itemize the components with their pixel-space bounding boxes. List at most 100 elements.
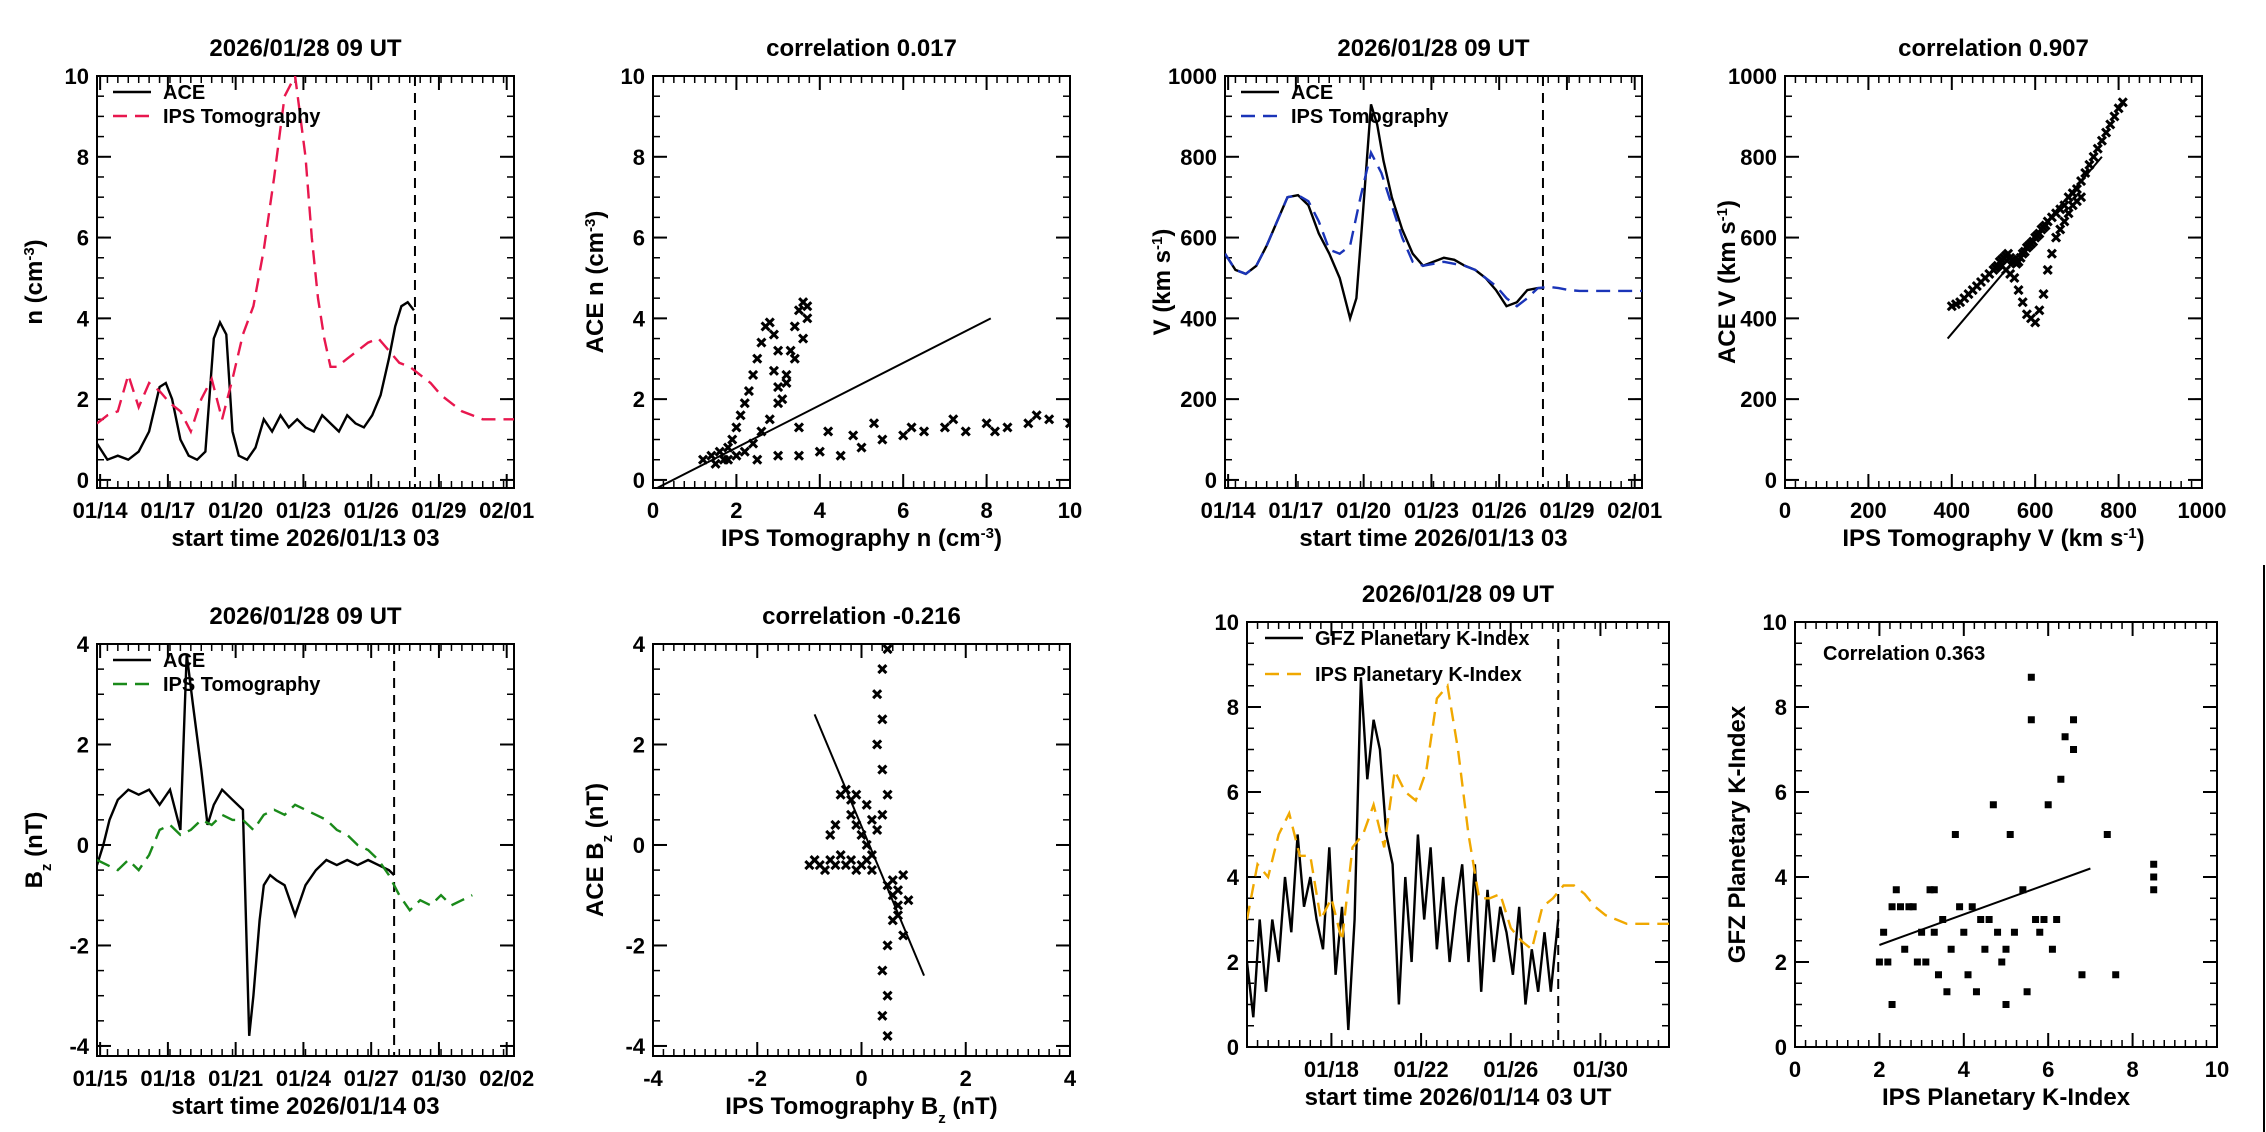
y-tick-label: 8 (1775, 695, 1787, 720)
x-tick-label: 01/27 (344, 1066, 399, 1091)
y-tick-label: 400 (1180, 306, 1217, 331)
scatter-point (2017, 297, 2028, 308)
scatter-point (739, 446, 750, 457)
y-tick-label: -4 (625, 1034, 645, 1059)
x-tick-label: 2 (1873, 1057, 1885, 1082)
scatter-point (882, 940, 893, 951)
scatter-point (1897, 903, 1904, 911)
scatter-point (872, 739, 883, 750)
scatter-point (722, 442, 734, 453)
scatter-point (785, 345, 796, 356)
y-tick-label: -4 (69, 1034, 89, 1059)
scatter-point (882, 644, 893, 655)
scatter-point (2071, 184, 2082, 195)
scatter-point (743, 385, 754, 397)
y-tick-label: 6 (633, 226, 645, 251)
scatter-point (2036, 928, 2044, 936)
scatter-point (722, 454, 734, 465)
scatter-point (1985, 916, 1993, 923)
x-tick-label: 01/14 (73, 498, 129, 523)
scatter-point (856, 829, 867, 840)
series-line-0 (1247, 677, 1560, 1031)
scatter-point (892, 885, 904, 896)
panel-title: 2026/01/28 09 UT (209, 603, 401, 630)
scatter-point (2053, 916, 2061, 923)
scatter-point (2023, 988, 2031, 996)
x-tick-label: 2 (960, 1066, 972, 1091)
series-line-1 (1247, 683, 1669, 952)
x-tick-label: 01/21 (208, 1066, 263, 1091)
panel-density-correlation: correlation 0.017 0 2 4 6 8 10 0 2 4 6 8 10 IPS Tomog… (582, 35, 1083, 552)
scatter-point (861, 799, 872, 810)
fit-line (1879, 867, 2091, 946)
scatter-point (697, 454, 709, 465)
panel-title: correlation -0.216 (762, 603, 961, 630)
y-tick-label: 400 (1740, 306, 1777, 331)
scatter-point (2048, 945, 2056, 953)
y-tick-label: 10 (65, 64, 89, 89)
y-tick-label: 0 (633, 833, 645, 858)
scatter-point (2109, 111, 2120, 122)
scatter-point (868, 418, 880, 429)
scatter-point (1947, 945, 1955, 953)
x-axis-label: start time 2026/01/14 03 (171, 1093, 439, 1120)
scatter-point (877, 714, 888, 725)
y-tick-label: 8 (633, 145, 645, 170)
scatter-point (1064, 418, 1070, 429)
scatter-point (748, 369, 759, 380)
y-tick-label: 600 (1740, 226, 1777, 251)
scatter-point (848, 430, 859, 441)
scatter-point (1956, 903, 1964, 911)
scatter-point (2046, 248, 2057, 259)
scatter-point (802, 301, 813, 312)
panel-velocity-correlation: correlation 0.907 0 200 400 600 800 1000 0 200 40… (1714, 35, 2227, 552)
x-tick-label: 0 (855, 1066, 867, 1091)
y-tick-label: 8 (77, 145, 89, 170)
scatter-point (2080, 167, 2091, 179)
fit-line (813, 713, 925, 976)
scatter-point (2103, 831, 2111, 838)
scatter-point (773, 345, 784, 356)
y-tick-label: 1000 (1728, 64, 1777, 89)
y-tick-label: 2 (77, 387, 89, 412)
panel-density-timeseries: 2026/01/28 09 UT 0 2 4 6 8 10 01/14 01/17 01/20 01… (21, 35, 535, 552)
y-tick-label: 6 (1227, 780, 1239, 805)
x-tick-label: 01/23 (1404, 498, 1459, 523)
scatter-point (866, 849, 877, 861)
y-tick-label: 2 (77, 732, 89, 757)
x-tick-label: 800 (2100, 498, 2137, 523)
scatter-point (756, 426, 767, 437)
scatter-point (731, 450, 742, 461)
panel-kindex-correlation: 0 2 4 6 8 10 0 2 4 6 8 10 IPS Planetary K-Index GFZ P… (1724, 610, 2229, 1111)
scatter-point (768, 365, 779, 376)
scatter-point (882, 1030, 893, 1041)
y-tick-label: 800 (1180, 145, 1217, 170)
plot-area (97, 76, 514, 488)
plot-area (1247, 622, 1669, 1047)
scatter-point (793, 422, 805, 433)
x-tick-label: 4 (814, 498, 827, 523)
scatter-point (1951, 831, 1959, 838)
scatter-point (2070, 746, 2078, 753)
x-tick-label: 1000 (2178, 498, 2227, 523)
scatter-point (898, 870, 909, 881)
y-tick-label: 600 (1180, 226, 1217, 251)
y-tick-label: 0 (1205, 468, 1217, 493)
scatter-point (2059, 216, 2070, 227)
y-tick-label: -2 (69, 933, 89, 958)
scatter-point (851, 789, 862, 800)
x-tick-label: 01/29 (1539, 498, 1594, 523)
correlation-annotation: Correlation 0.363 (1823, 643, 1985, 665)
scatter-point (1909, 903, 1917, 911)
y-axis-label: V (km s-1) (1149, 229, 1177, 336)
scatter-point (877, 809, 888, 820)
x-tick-label: 6 (897, 498, 909, 523)
plot-frame (652, 643, 1071, 1057)
plot-frame (1784, 75, 2203, 489)
panel-title: 2026/01/28 09 UT (209, 35, 401, 62)
scatter-point (872, 824, 883, 835)
scatter-point (840, 784, 851, 795)
x-tick-label: 01/15 (73, 1066, 128, 1091)
scatter-point (2078, 971, 2086, 979)
scatter-point (789, 321, 800, 332)
